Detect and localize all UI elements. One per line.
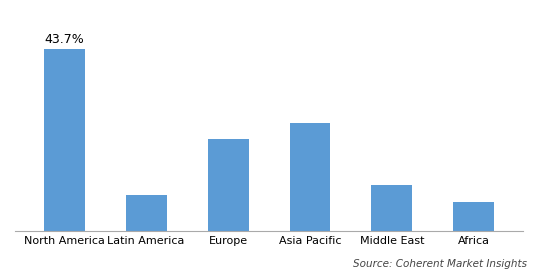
Bar	[454, 202, 494, 231]
Bar	[44, 50, 84, 231]
Text: Source: Coherent Market Insights: Source: Coherent Market Insights	[353, 259, 527, 269]
Bar	[371, 185, 413, 231]
Text: 43.7%: 43.7%	[44, 33, 84, 46]
Bar	[126, 195, 167, 231]
Bar	[208, 139, 249, 231]
Bar	[289, 123, 330, 231]
